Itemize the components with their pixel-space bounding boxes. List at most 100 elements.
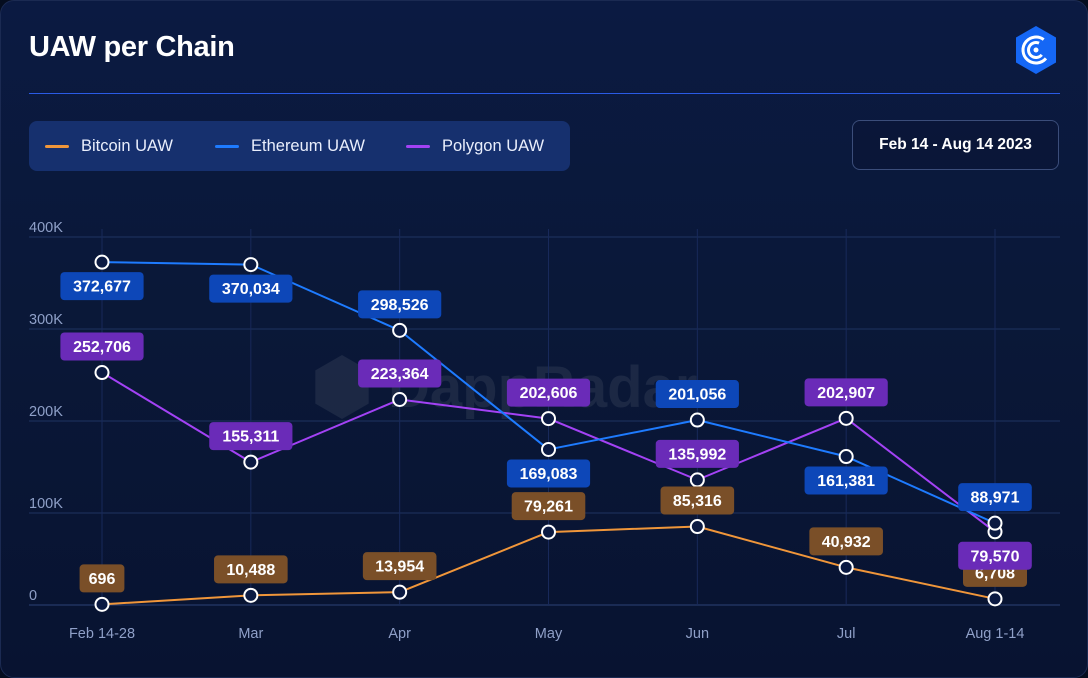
data-point xyxy=(838,410,854,426)
data-label-box xyxy=(358,359,442,388)
y-tick-label: 0 xyxy=(29,588,37,604)
data-point xyxy=(541,411,556,427)
x-tick-label: Jun xyxy=(686,626,709,642)
data-label-box xyxy=(362,552,437,581)
data-label-text: 201,056 xyxy=(668,387,726,404)
chart-legend: Bitcoin UAW Ethereum UAW Polygon UAW xyxy=(29,121,570,171)
legend-swatch-ethereum xyxy=(215,144,239,148)
data-label-box xyxy=(804,466,888,495)
data-label-text: 223,364 xyxy=(371,366,429,383)
data-point xyxy=(541,524,556,540)
data-label-box xyxy=(358,290,442,319)
data-label-text: 79,261 xyxy=(524,499,573,516)
data-label-box xyxy=(804,378,888,407)
data-label-text: 202,907 xyxy=(817,385,875,402)
legend-label-polygon: Polygon UAW xyxy=(442,136,545,155)
data-label-text: 79,570 xyxy=(971,548,1020,565)
x-tick-label: Feb 14-28 xyxy=(69,626,135,642)
data-point xyxy=(838,559,854,575)
data-point xyxy=(392,584,408,600)
data-label-box xyxy=(506,378,591,407)
data-label-box xyxy=(809,527,883,556)
data-label: 370,034 xyxy=(209,274,293,303)
data-label: 10,488 xyxy=(214,555,288,584)
data-label-box xyxy=(60,272,144,301)
data-label-text: 135,992 xyxy=(668,446,726,463)
data-label-text: 40,932 xyxy=(822,534,871,551)
data-label: 202,606 xyxy=(506,378,591,407)
data-point xyxy=(94,254,110,270)
data-label: 135,992 xyxy=(655,439,739,468)
x-tick-label: Aug 1-14 xyxy=(966,626,1025,642)
data-point xyxy=(392,392,408,408)
legend-item-polygon[interactable]: Polygon UAW xyxy=(406,121,544,171)
data-label: 85,316 xyxy=(660,486,735,515)
data-label: 79,570 xyxy=(958,541,1032,570)
data-label-text: 252,706 xyxy=(73,339,131,356)
legend-item-ethereum[interactable]: Ethereum UAW xyxy=(215,121,365,171)
data-label-box xyxy=(209,422,293,451)
y-tick-label: 100K xyxy=(29,496,63,512)
data-label-box xyxy=(655,380,739,409)
data-label-box xyxy=(79,564,125,593)
data-label-text: 85,316 xyxy=(673,493,722,510)
data-label-box xyxy=(506,459,591,488)
header-divider xyxy=(29,93,1060,94)
data-label: 169,083 xyxy=(506,459,591,488)
data-label: 252,706 xyxy=(60,332,144,361)
data-label: 161,381 xyxy=(804,466,888,495)
data-point xyxy=(689,519,705,535)
data-point xyxy=(94,365,110,381)
y-tick-label: 200K xyxy=(29,404,63,420)
data-label-text: 13,954 xyxy=(375,559,424,576)
data-point xyxy=(94,596,110,612)
date-range-button[interactable]: Feb 14 - Aug 14 2023 xyxy=(852,120,1059,170)
legend-item-bitcoin[interactable]: Bitcoin UAW xyxy=(45,121,173,171)
data-label: 202,907 xyxy=(804,378,888,407)
data-point xyxy=(689,412,705,428)
data-label-box xyxy=(60,332,144,361)
x-tick-label: Mar xyxy=(238,626,263,642)
data-label: 13,954 xyxy=(362,552,437,581)
data-label-text: 696 xyxy=(89,571,116,588)
data-label: 372,677 xyxy=(60,272,144,301)
data-label: 201,056 xyxy=(655,380,739,409)
dappradar-logo-icon xyxy=(1009,23,1063,77)
data-label-box xyxy=(958,483,1032,512)
data-point xyxy=(689,472,705,488)
data-label-text: 88,971 xyxy=(971,490,1020,507)
data-label-text: 161,381 xyxy=(817,473,875,490)
data-label: 223,364 xyxy=(358,359,442,388)
data-label-box xyxy=(958,541,1032,570)
data-label-box xyxy=(655,439,739,468)
data-point xyxy=(987,591,1003,607)
data-label-text: 155,311 xyxy=(222,429,279,446)
data-label-box xyxy=(511,492,586,521)
data-point xyxy=(987,515,1003,531)
data-label-box xyxy=(214,555,288,584)
data-point xyxy=(243,454,259,470)
x-tick-label: Apr xyxy=(388,626,411,642)
data-label-text: 169,083 xyxy=(520,466,578,483)
data-label: 40,932 xyxy=(809,527,883,556)
data-label: 88,971 xyxy=(958,483,1032,512)
y-tick-label: 300K xyxy=(29,312,63,328)
legend-swatch-polygon xyxy=(406,144,430,148)
data-label: 79,261 xyxy=(511,492,586,521)
data-point xyxy=(838,449,854,465)
x-tick-label: May xyxy=(535,626,563,642)
data-label: 155,311 xyxy=(209,422,293,451)
legend-swatch-bitcoin xyxy=(45,144,69,148)
data-label-text: 298,526 xyxy=(371,297,429,314)
data-label-text: 370,034 xyxy=(222,281,280,298)
data-label-box xyxy=(660,486,735,515)
data-label-text: 372,677 xyxy=(73,279,131,296)
data-point xyxy=(243,257,259,273)
data-point xyxy=(243,587,259,603)
legend-label-ethereum: Ethereum UAW xyxy=(251,136,366,155)
y-tick-label: 400K xyxy=(29,220,63,236)
legend-label-bitcoin: Bitcoin UAW xyxy=(81,136,173,155)
data-point xyxy=(392,322,408,338)
chart-title: UAW per Chain xyxy=(29,31,235,63)
